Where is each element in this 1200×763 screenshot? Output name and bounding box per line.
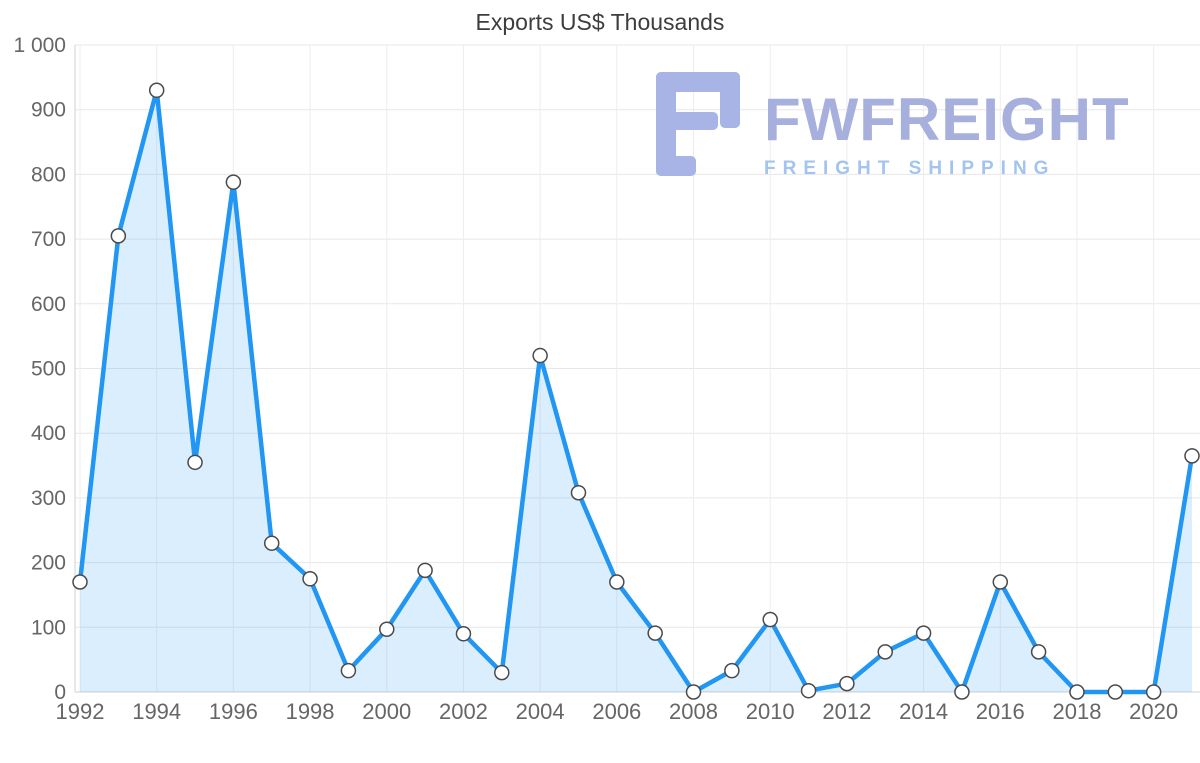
data-point-2017[interactable] — [1030, 644, 1047, 660]
data-point-2020[interactable] — [1145, 684, 1162, 700]
y-axis-label: 300 — [31, 487, 66, 510]
x-axis-label: 2000 — [362, 699, 411, 724]
y-axis-label: 0 — [54, 681, 66, 704]
data-point-2021[interactable] — [1184, 448, 1200, 464]
y-axis-label: 600 — [31, 293, 66, 316]
x-axis-label: 1996 — [209, 699, 258, 724]
data-point-1993[interactable] — [110, 228, 127, 244]
data-point-2007[interactable] — [647, 625, 663, 641]
x-axis-label: 2018 — [1052, 699, 1101, 724]
x-axis-label: 2004 — [516, 699, 565, 724]
data-point-1997[interactable] — [263, 535, 280, 551]
data-point-2014[interactable] — [915, 625, 932, 641]
x-axis-label: 2008 — [669, 699, 718, 724]
data-point-1999[interactable] — [340, 662, 357, 679]
data-point-2004[interactable] — [532, 347, 548, 364]
x-axis-label: 2016 — [976, 699, 1025, 724]
data-point-2005[interactable] — [570, 484, 587, 501]
y-axis-label: 400 — [31, 422, 66, 445]
data-point-2008[interactable] — [685, 684, 702, 700]
data-point-2000[interactable] — [379, 621, 395, 637]
data-point-2006[interactable] — [609, 574, 625, 590]
y-axis-label: 700 — [31, 228, 66, 251]
data-point-2001[interactable] — [417, 562, 433, 579]
data-point-2016[interactable] — [992, 574, 1009, 590]
x-axis-label: 1992 — [56, 699, 105, 724]
data-point-2002[interactable] — [455, 626, 472, 642]
x-axis-label: 2012 — [822, 699, 871, 724]
y-axis-label: 800 — [31, 163, 66, 186]
x-axis-label: 1994 — [132, 699, 181, 724]
data-point-2013[interactable] — [877, 644, 893, 660]
x-axis-label: 2020 — [1129, 699, 1178, 724]
y-axis-label: 500 — [31, 358, 66, 381]
data-point-2019[interactable] — [1107, 684, 1124, 700]
data-point-2003[interactable] — [494, 664, 510, 681]
data-point-2009[interactable] — [724, 662, 740, 679]
data-point-1992[interactable] — [72, 574, 88, 590]
data-point-1995[interactable] — [187, 454, 203, 471]
data-point-2010[interactable] — [762, 611, 778, 628]
data-point-2011[interactable] — [800, 682, 817, 699]
x-axis-label: 2006 — [592, 699, 641, 724]
chart-title: Exports US$ Thousands — [475, 9, 725, 35]
data-point-1994[interactable] — [148, 82, 165, 99]
data-point-2012[interactable] — [839, 675, 855, 692]
data-point-2015[interactable] — [954, 684, 970, 700]
x-axis-label: 2014 — [899, 699, 948, 724]
area-fill — [80, 90, 1192, 693]
y-axis-label: 100 — [31, 616, 66, 639]
data-point-1998[interactable] — [302, 571, 318, 587]
x-axis-label: 2010 — [746, 699, 795, 724]
y-axis-label: 1 000 — [13, 34, 66, 57]
data-point-2018[interactable] — [1069, 684, 1085, 700]
exports-line — [77, 88, 1195, 695]
y-axis-label: 200 — [31, 552, 66, 575]
data-point-1996[interactable] — [225, 174, 242, 190]
x-axis-label: 2002 — [439, 699, 488, 724]
y-axis-label: 900 — [31, 99, 66, 122]
x-axis-label: 1998 — [286, 699, 335, 724]
